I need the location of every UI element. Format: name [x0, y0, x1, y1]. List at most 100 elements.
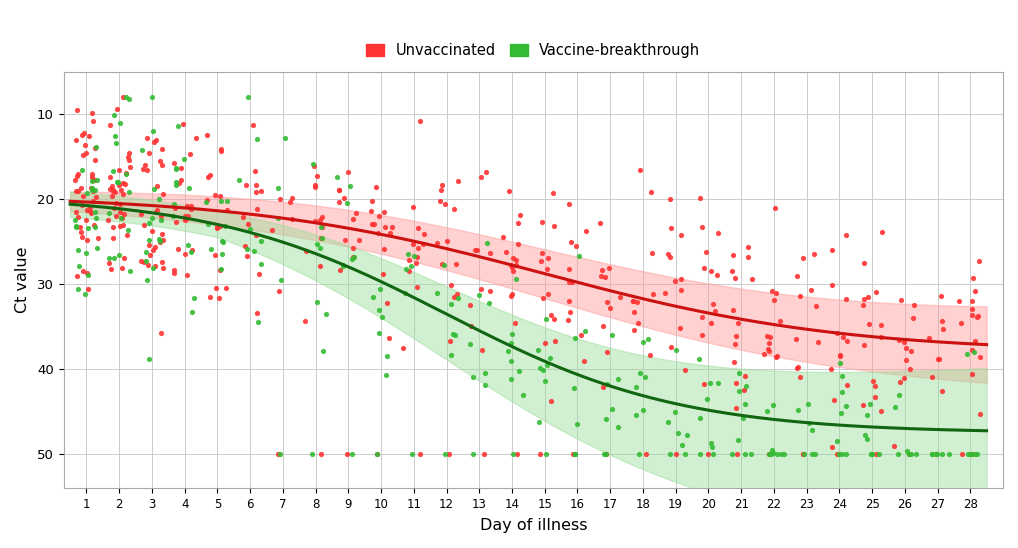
Point: [429, 239, 445, 248]
Point: [625, 296, 641, 305]
Point: [766, 448, 782, 457]
Point: [640, 335, 657, 344]
Point: [168, 218, 184, 226]
Point: [88, 144, 104, 152]
Point: [210, 224, 226, 233]
Point: [398, 265, 414, 273]
Point: [710, 271, 726, 279]
Point: [364, 293, 381, 301]
Point: [462, 339, 478, 348]
Point: [152, 237, 168, 246]
Point: [636, 373, 653, 382]
Point: [498, 248, 514, 256]
Point: [691, 194, 708, 203]
Point: [724, 266, 740, 275]
Point: [339, 450, 355, 459]
Point: [503, 261, 519, 270]
Point: [966, 347, 982, 356]
Point: [208, 284, 224, 293]
Point: [70, 187, 87, 196]
Point: [443, 281, 459, 290]
Point: [403, 261, 419, 270]
Point: [365, 220, 382, 229]
Point: [69, 169, 86, 178]
Point: [829, 328, 845, 337]
Point: [539, 450, 555, 459]
Point: [142, 355, 158, 364]
Point: [79, 269, 96, 278]
X-axis label: Day of illness: Day of illness: [479, 518, 587, 533]
Point: [954, 450, 970, 459]
Point: [761, 347, 778, 356]
Point: [272, 195, 288, 203]
Point: [831, 450, 847, 459]
Point: [307, 216, 324, 225]
Point: [372, 284, 388, 293]
Point: [898, 356, 914, 364]
Point: [404, 240, 420, 249]
Point: [407, 259, 423, 268]
Point: [219, 206, 235, 214]
Point: [790, 406, 806, 414]
Point: [638, 450, 655, 459]
Point: [101, 254, 117, 263]
Point: [628, 297, 644, 306]
Point: [115, 189, 131, 198]
Point: [503, 357, 519, 366]
Point: [610, 374, 626, 383]
Point: [149, 208, 165, 217]
Point: [761, 450, 778, 459]
Point: [808, 301, 825, 310]
Point: [433, 197, 449, 206]
Point: [74, 201, 91, 209]
Point: [284, 193, 300, 202]
Point: [186, 294, 203, 302]
Point: [384, 222, 400, 231]
Point: [69, 285, 86, 294]
Point: [104, 182, 120, 191]
Point: [137, 256, 154, 265]
Point: [699, 394, 716, 403]
Point: [932, 292, 949, 300]
Point: [112, 208, 128, 216]
Point: [473, 285, 490, 294]
Point: [108, 139, 124, 147]
Point: [346, 253, 362, 261]
Point: [766, 295, 782, 304]
Point: [510, 239, 526, 248]
Point: [76, 290, 93, 299]
Point: [245, 121, 262, 130]
Point: [69, 212, 86, 221]
Point: [104, 191, 120, 200]
Point: [155, 263, 171, 272]
Point: [86, 176, 102, 185]
Point: [838, 231, 854, 239]
Point: [560, 315, 576, 324]
Point: [78, 148, 95, 157]
Point: [83, 184, 100, 193]
Point: [449, 290, 465, 299]
Point: [149, 181, 165, 190]
Point: [105, 186, 121, 195]
Point: [562, 307, 578, 316]
Point: [177, 211, 193, 220]
Point: [84, 197, 101, 206]
Point: [87, 222, 103, 231]
Point: [378, 371, 394, 380]
Point: [115, 93, 131, 102]
Point: [768, 289, 784, 298]
Point: [511, 367, 527, 376]
Point: [890, 450, 906, 459]
Point: [832, 359, 848, 368]
Point: [145, 214, 161, 222]
Point: [69, 246, 86, 255]
Point: [78, 236, 95, 245]
Point: [631, 450, 647, 459]
Point: [429, 289, 445, 298]
Point: [240, 93, 257, 102]
Point: [67, 135, 83, 144]
Point: [964, 370, 980, 379]
Point: [364, 220, 381, 229]
Point: [372, 329, 388, 338]
Point: [433, 186, 449, 195]
